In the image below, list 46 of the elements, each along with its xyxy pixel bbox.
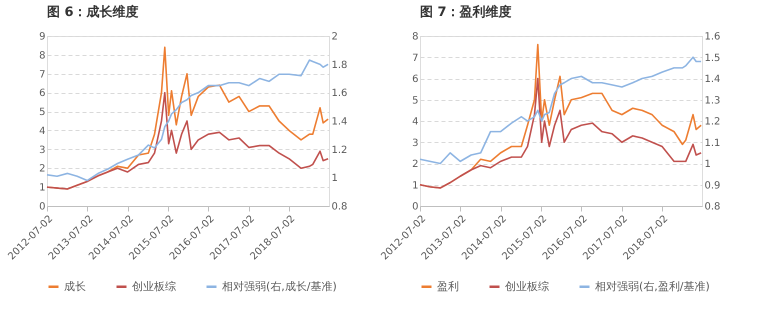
line-series <box>419 78 702 189</box>
y-tick-label: 1 <box>412 180 418 192</box>
y-tick-label: 7 <box>39 69 46 80</box>
chart-title: 图 6：成长维度 <box>47 4 139 20</box>
y-tick-label: 2 <box>39 164 46 175</box>
y2-tick-label: 1 <box>704 159 711 170</box>
y2-tick-label: 2 <box>332 32 338 42</box>
y-tick-label: 1 <box>39 182 46 194</box>
y2-tick-label: 1.2 <box>332 144 348 156</box>
y-tick-label: 3 <box>412 138 418 149</box>
y2-tick-label: 1.8 <box>332 60 348 71</box>
y2-tick-label: 1.4 <box>332 116 348 128</box>
chart-title: 图 7：盈利维度 <box>420 4 512 20</box>
y2-tick-label: 1.1 <box>704 138 720 149</box>
y-tick-label: 8 <box>39 50 46 62</box>
y2-tick-label: 1 <box>332 173 338 184</box>
legend-label: 盈利 <box>437 280 459 293</box>
y-tick-label: 6 <box>39 88 46 100</box>
y2-tick-label: 1.6 <box>704 32 720 42</box>
y-tick-label: 4 <box>412 116 418 128</box>
y-tick-label: 0 <box>39 202 46 212</box>
y2-tick-label: 1.5 <box>704 52 720 64</box>
y2-tick-label: 1.6 <box>332 88 348 100</box>
y-tick-label: 9 <box>39 32 46 42</box>
legend-label: 成长 <box>64 280 86 293</box>
y-tick-label: 3 <box>39 144 46 156</box>
y2-tick-label: 1.4 <box>704 74 720 85</box>
y-tick-label: 6 <box>412 74 418 85</box>
y-tick-label: 2 <box>412 159 418 170</box>
y2-tick-label: 1.3 <box>704 95 720 106</box>
y2-tick-label: 1.2 <box>704 116 720 128</box>
y2-tick-label: 0.8 <box>704 202 720 212</box>
legend-label: 创业板综 <box>132 280 176 293</box>
y-tick-label: 5 <box>412 95 418 106</box>
line-series <box>419 56 702 164</box>
y-tick-label: 7 <box>412 52 418 64</box>
y-tick-label: 8 <box>412 32 418 42</box>
y-tick-label: 0 <box>412 202 418 212</box>
y2-tick-label: 0.8 <box>332 202 348 212</box>
legend-label: 相对强弱(右,成长/基准) <box>222 280 337 293</box>
legend-label: 相对强弱(右,盈利/基准) <box>595 280 710 293</box>
y2-tick-label: 0.9 <box>704 180 720 192</box>
line-series <box>46 92 329 190</box>
legend-label: 创业板综 <box>505 280 549 293</box>
y-tick-label: 4 <box>39 126 46 137</box>
y-tick-label: 5 <box>39 107 46 118</box>
